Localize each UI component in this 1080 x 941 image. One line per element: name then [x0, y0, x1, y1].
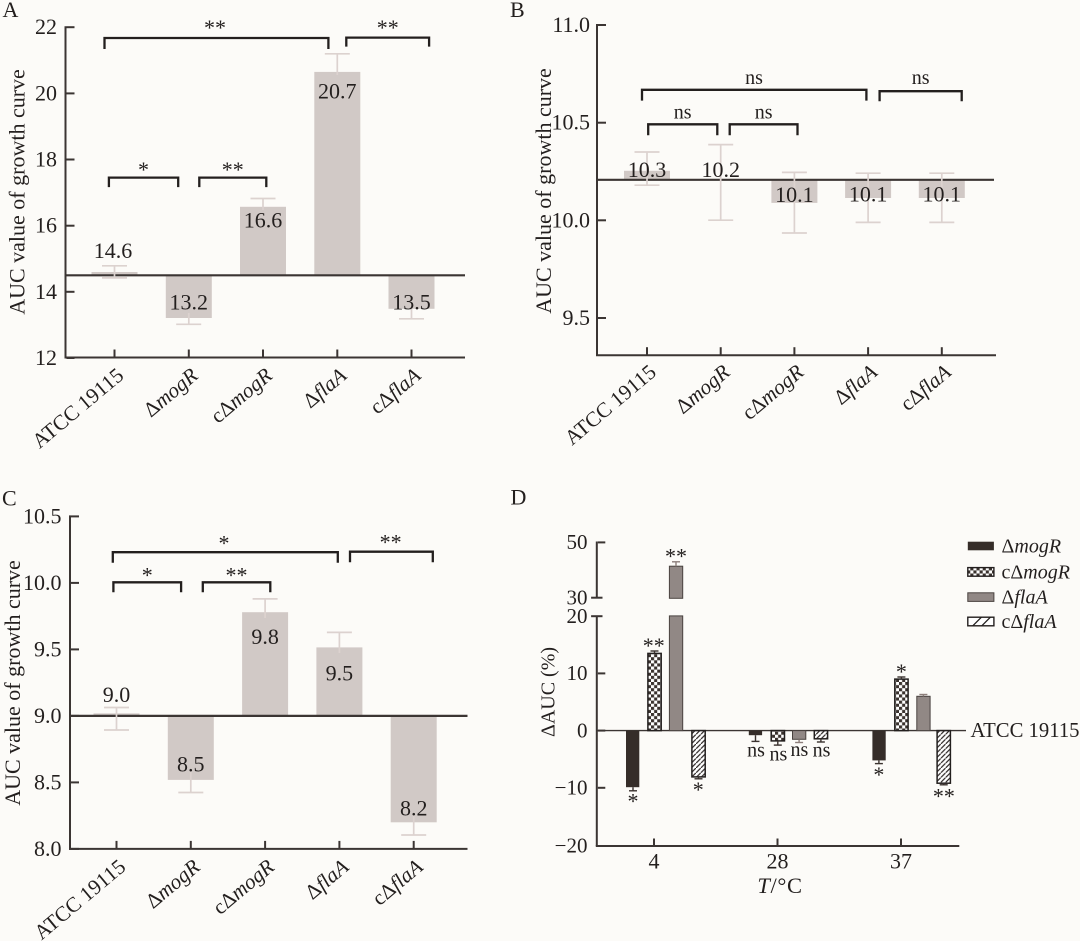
svg-text:30: 30 — [567, 585, 588, 609]
svg-text:*: * — [896, 659, 907, 684]
svg-text:*: * — [219, 531, 230, 556]
svg-text:10: 10 — [567, 661, 588, 685]
svg-text:12: 12 — [35, 345, 57, 370]
svg-text:*: * — [873, 762, 884, 787]
svg-text:16: 16 — [35, 213, 57, 238]
svg-text:10.5: 10.5 — [23, 503, 62, 528]
svg-text:10.2: 10.2 — [701, 157, 740, 182]
svg-text:**: ** — [380, 530, 402, 555]
svg-text:cΔmogR: cΔmogR — [1002, 562, 1070, 584]
svg-text:*: * — [138, 157, 149, 182]
svg-text:9.5: 9.5 — [563, 305, 591, 330]
svg-text:AUC value of growth curve: AUC value of growth curve — [531, 68, 556, 314]
svg-text:**: ** — [665, 544, 687, 569]
svg-text:8.0: 8.0 — [34, 836, 62, 861]
svg-text:ns: ns — [674, 102, 692, 124]
svg-text:−10: −10 — [555, 776, 588, 800]
svg-text:8.5: 8.5 — [34, 769, 62, 794]
svg-text:13.5: 13.5 — [392, 289, 431, 314]
svg-text:**: ** — [226, 563, 248, 588]
svg-text:22: 22 — [35, 14, 57, 39]
svg-text:*: * — [142, 563, 153, 588]
svg-text:ATCC 19115: ATCC 19115 — [971, 720, 1080, 742]
svg-text:ΔAUC (%): ΔAUC (%) — [538, 647, 560, 737]
svg-text:C: C — [2, 486, 17, 511]
svg-text:AUC value of growth curve: AUC value of growth curve — [5, 69, 30, 315]
svg-text:*: * — [628, 789, 639, 814]
svg-text:20: 20 — [567, 604, 588, 628]
svg-text:9.0: 9.0 — [103, 682, 131, 707]
svg-text:10.0: 10.0 — [23, 570, 62, 595]
svg-text:4: 4 — [649, 849, 660, 874]
svg-text:9.5: 9.5 — [326, 660, 354, 685]
svg-text:ns: ns — [747, 740, 765, 762]
svg-text:**: ** — [222, 157, 244, 182]
svg-text:8.2: 8.2 — [400, 795, 428, 820]
svg-text:ns: ns — [813, 740, 831, 762]
svg-text:9.5: 9.5 — [34, 636, 62, 661]
svg-text:ns: ns — [791, 739, 809, 761]
svg-text:9.0: 9.0 — [34, 703, 62, 728]
svg-text:**: ** — [933, 784, 955, 809]
svg-text:T/°C: T/°C — [757, 873, 802, 898]
svg-text:*: * — [693, 777, 704, 802]
svg-text:10.1: 10.1 — [849, 182, 888, 207]
svg-text:AUC value of growth curve: AUC value of growth curve — [0, 560, 25, 806]
svg-text:ns: ns — [912, 67, 930, 89]
svg-text:13.2: 13.2 — [170, 289, 209, 314]
svg-text:18: 18 — [35, 147, 57, 172]
svg-text:14: 14 — [35, 279, 57, 304]
svg-text:20.7: 20.7 — [318, 79, 357, 104]
svg-text:37: 37 — [890, 849, 912, 874]
svg-text:10.3: 10.3 — [628, 157, 667, 182]
svg-text:A: A — [3, 0, 19, 22]
svg-text:50: 50 — [567, 530, 588, 554]
svg-text:10.0: 10.0 — [552, 207, 591, 232]
svg-text:0: 0 — [577, 718, 588, 742]
svg-text:20: 20 — [35, 80, 57, 105]
svg-text:ns: ns — [755, 102, 773, 124]
svg-text:**: ** — [643, 633, 665, 658]
svg-text:8.5: 8.5 — [177, 751, 205, 776]
svg-text:ns: ns — [770, 744, 788, 766]
svg-text:10.5: 10.5 — [552, 110, 591, 135]
svg-text:9.8: 9.8 — [251, 624, 279, 649]
svg-text:ΔmogR: ΔmogR — [1002, 536, 1062, 558]
svg-text:B: B — [510, 0, 525, 22]
svg-text:**: ** — [204, 15, 226, 40]
svg-text:10.1: 10.1 — [775, 182, 814, 207]
svg-text:10.1: 10.1 — [923, 182, 962, 207]
svg-text:ns: ns — [745, 67, 763, 89]
svg-text:14.6: 14.6 — [94, 238, 133, 263]
svg-text:28: 28 — [767, 849, 789, 874]
svg-text:D: D — [511, 485, 527, 510]
svg-text:11.0: 11.0 — [552, 12, 590, 37]
svg-text:16.6: 16.6 — [244, 207, 283, 232]
svg-text:ΔflaA: ΔflaA — [1002, 587, 1049, 609]
svg-text:**: ** — [377, 15, 399, 40]
svg-text:−20: −20 — [555, 834, 588, 858]
svg-text:cΔflaA: cΔflaA — [1002, 611, 1058, 633]
